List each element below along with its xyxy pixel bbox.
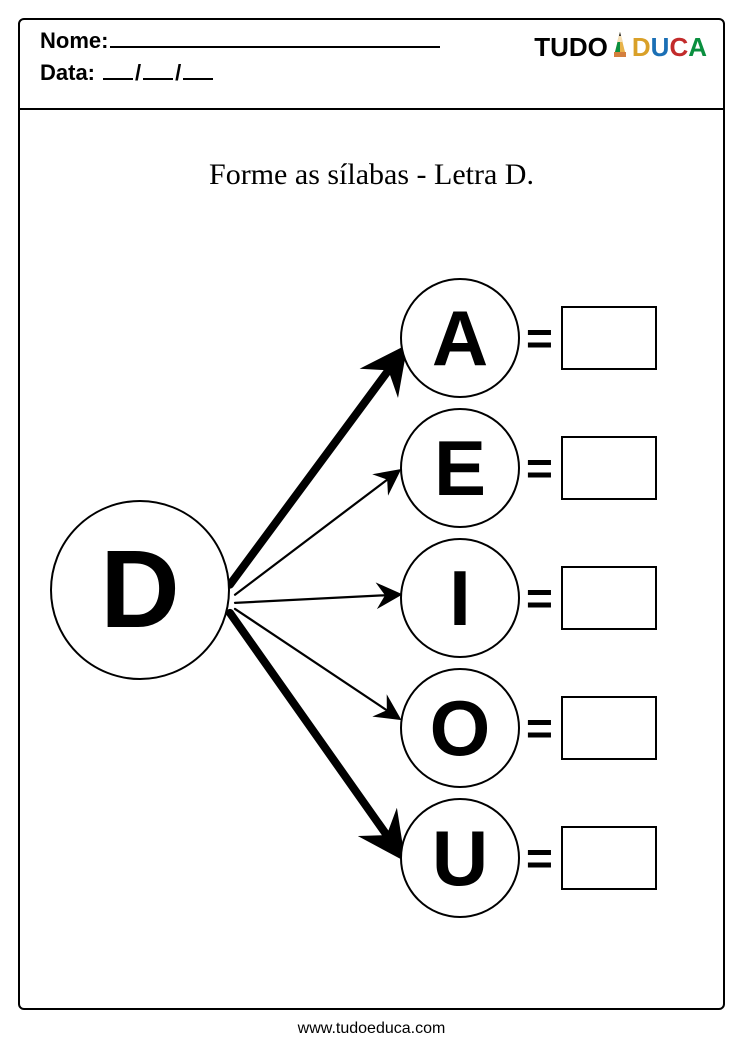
vowel-row-i: I= — [400, 538, 657, 658]
consonant-letter: D — [100, 535, 179, 645]
vowel-circle-o: O — [400, 668, 520, 788]
date-blank-day[interactable] — [103, 60, 133, 80]
date-label: Data: — [40, 60, 95, 86]
equals-sign-4: = — [526, 831, 553, 885]
date-row: Data: / / — [40, 60, 703, 86]
vowel-row-u: U= — [400, 798, 657, 918]
arrow-3 — [235, 609, 396, 717]
arrow-4 — [230, 613, 396, 848]
name-blank-line[interactable] — [110, 28, 440, 48]
vowel-row-a: A= — [400, 278, 657, 398]
pencil-icon — [608, 28, 632, 65]
date-blank-year[interactable] — [183, 60, 213, 80]
brand-logo: TUDO DUCA — [534, 26, 707, 63]
arrow-0 — [230, 357, 398, 584]
answer-box-o[interactable] — [561, 696, 657, 760]
name-label: Nome: — [40, 28, 108, 54]
date-sep-1: / — [135, 60, 141, 86]
vowel-circle-u: U — [400, 798, 520, 918]
logo-letter-d: D — [632, 32, 651, 62]
logo-letter-c: C — [669, 32, 688, 62]
consonant-circle: D — [50, 500, 230, 680]
answer-box-u[interactable] — [561, 826, 657, 890]
vowel-letter-a: A — [432, 299, 488, 377]
arrow-1 — [235, 473, 396, 595]
worksheet-title: Forme as sílabas - Letra D. — [0, 158, 743, 192]
date-sep-2: / — [175, 60, 181, 86]
vowel-row-o: O= — [400, 668, 657, 788]
answer-box-e[interactable] — [561, 436, 657, 500]
logo-part1: TUDO — [534, 32, 608, 62]
date-blank-month[interactable] — [143, 60, 173, 80]
logo-letter-a: A — [688, 32, 707, 62]
logo-letter-u: U — [651, 32, 670, 62]
arrow-2 — [235, 595, 396, 603]
vowel-circle-e: E — [400, 408, 520, 528]
equals-sign-0: = — [526, 311, 553, 365]
answer-box-i[interactable] — [561, 566, 657, 630]
vowel-letter-e: E — [434, 429, 486, 507]
header-divider — [20, 108, 723, 110]
equals-sign-3: = — [526, 701, 553, 755]
vowel-letter-u: U — [432, 819, 488, 897]
syllable-diagram: D A=E=I=O=U= — [40, 260, 703, 970]
equals-sign-2: = — [526, 571, 553, 625]
vowel-letter-i: I — [449, 559, 471, 637]
vowel-row-e: E= — [400, 408, 657, 528]
vowel-circle-a: A — [400, 278, 520, 398]
vowel-letter-o: O — [430, 689, 491, 767]
vowel-circle-i: I — [400, 538, 520, 658]
answer-box-a[interactable] — [561, 306, 657, 370]
equals-sign-1: = — [526, 441, 553, 495]
footer-url: www.tudoeduca.com — [0, 1020, 743, 1038]
